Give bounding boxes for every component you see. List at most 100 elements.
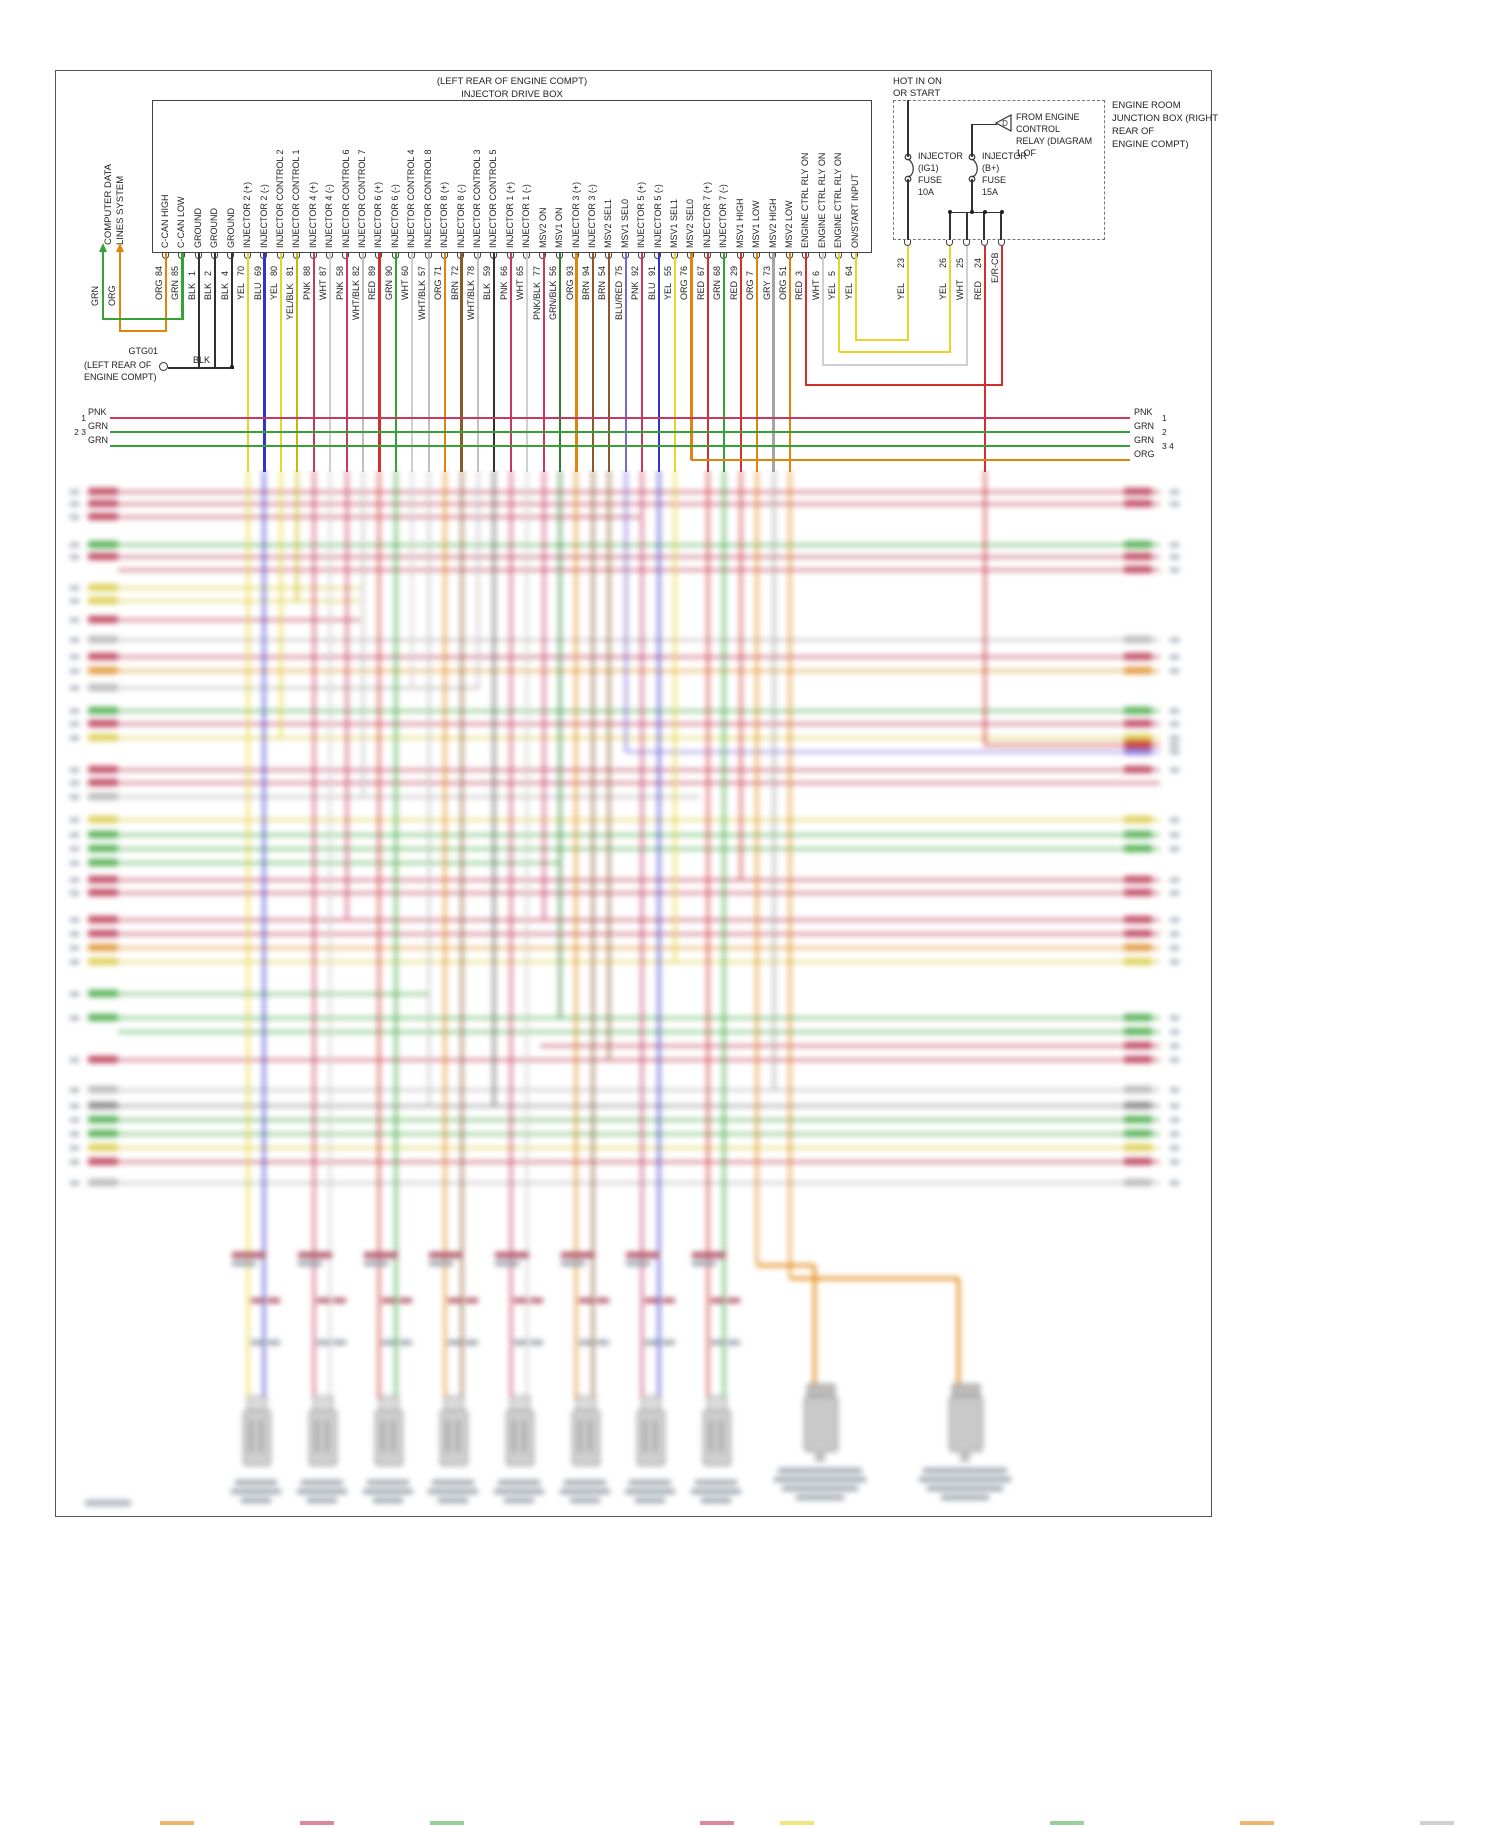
blur-row-wire-34 — [540, 1044, 1160, 1048]
component-caption — [796, 1495, 844, 1500]
blur-right-tick — [1170, 502, 1179, 506]
bus-right-label: GRN — [1134, 421, 1154, 431]
blur-left-tick — [70, 833, 79, 837]
blur-right-label — [1124, 816, 1152, 823]
wire-color-label-54: BRN — [597, 280, 608, 300]
pin-number-90: 90 — [383, 265, 394, 276]
pin-number-80: 80 — [268, 265, 279, 276]
connector-caption — [307, 1498, 337, 1503]
blur-vert-wire-31 — [772, 470, 776, 1090]
connector-caption — [301, 1480, 343, 1485]
wire-segment-4 — [168, 366, 234, 369]
wire-brn — [460, 253, 463, 472]
blur-left-label — [88, 916, 118, 923]
relay-text-1: FROM ENGINE — [1016, 112, 1080, 122]
blur-left-tick — [70, 818, 79, 822]
wire-color-label-1: BLK — [186, 282, 197, 300]
blur-row-wire-12 — [118, 686, 480, 690]
pin-number-5: 5 — [827, 270, 838, 276]
blur-right-label — [1124, 653, 1152, 660]
wire-color-label-51: ORG — [777, 279, 788, 300]
pin-label-78: INJECTOR CONTROL 3 — [471, 149, 482, 248]
component-caption — [919, 1477, 1011, 1482]
component-tip — [815, 1450, 825, 1462]
bus-right-label: GRN — [1134, 435, 1154, 445]
blur-vert-wire-28 — [722, 470, 726, 1400]
blur-right-tick — [1170, 1132, 1179, 1136]
wire-color-label-92: PNK — [630, 281, 641, 300]
pin-number-92: 92 — [630, 265, 641, 276]
wire-segment-6 — [906, 246, 910, 341]
wire-color-label-65: WHT — [515, 279, 526, 300]
blur-left-label — [88, 636, 118, 643]
wire-brn — [608, 253, 611, 472]
pin-number-69: 69 — [252, 265, 263, 276]
junction-dot-0 — [229, 364, 234, 369]
bus-left-label: PNK — [88, 407, 107, 417]
blur-row-wire-11 — [118, 669, 1160, 673]
wire-color-label-91: BLU — [646, 282, 657, 300]
blur-row-wire-37 — [118, 1104, 1160, 1108]
blur-right-label — [1124, 553, 1152, 560]
page-edge-mark-7 — [1420, 1821, 1454, 1825]
bus-right-num: 2 — [1162, 427, 1167, 437]
corner-code-blob — [85, 1500, 131, 1506]
injector-connector-body — [703, 1410, 731, 1466]
wire-org — [690, 253, 693, 460]
blur-right-tick — [1170, 1016, 1179, 1020]
pin-number-54: 54 — [597, 265, 608, 276]
connector-caption — [428, 1489, 478, 1494]
wire-mid-label2 — [514, 1340, 527, 1345]
pin-number-91: 91 — [646, 265, 657, 276]
blur-right-tick — [1170, 946, 1179, 950]
injector-label-blob — [692, 1252, 726, 1258]
blur-row-wire-17 — [626, 750, 1160, 754]
wire-grn-blk — [558, 253, 562, 472]
connector-caption — [625, 1489, 675, 1494]
blur-left-label — [88, 1086, 118, 1093]
blur-right-label — [1124, 1102, 1152, 1109]
wire-color-label-69: BLU — [252, 282, 263, 300]
injector-label-blob — [429, 1252, 463, 1258]
hot-pin-connector-25 — [962, 240, 970, 246]
pin-label-6: ENGINE CTRL RLY ON — [816, 152, 827, 248]
pin-label-94: INJECTOR 3 (-) — [586, 184, 597, 248]
hot-pin-number-24: 24 — [973, 257, 983, 268]
pin-label-57: INJECTOR CONTROL 8 — [422, 149, 433, 248]
page-edge-mark-6 — [1240, 1821, 1274, 1825]
blur-right-label — [1124, 566, 1152, 573]
blur-left-label — [88, 944, 118, 951]
blur-row-wire-3 — [118, 543, 1160, 547]
junction-dot-1 — [948, 210, 952, 215]
pin-label-68: INJECTOR 7 (-) — [718, 184, 729, 248]
wire-color-label-4: BLK — [219, 282, 230, 300]
fuse2-type: FUSE — [982, 175, 1007, 185]
hot-wire-color-label-24: RED — [973, 280, 983, 300]
wire-color-label-89: RED — [367, 280, 378, 300]
wire-gry — [772, 253, 775, 472]
blur-left-label — [88, 720, 118, 727]
wire-color-label-75: BLU/RED — [613, 281, 624, 321]
blur-row-wire-7 — [118, 599, 360, 603]
blur-right-label — [1124, 741, 1152, 748]
blur-row-wire-24 — [118, 861, 560, 865]
blur-left-tick — [70, 946, 79, 950]
pin-number-66: 66 — [498, 265, 509, 276]
blur-left-label — [88, 597, 118, 604]
pin-number-72: 72 — [449, 265, 460, 276]
hot-pin-number-25: 25 — [955, 257, 965, 268]
connector-caption — [432, 1480, 474, 1485]
wire-mid-label2 — [448, 1340, 461, 1345]
blur-row-wire-35 — [118, 1058, 1160, 1062]
blur-right-label — [1124, 707, 1152, 714]
wire-wht — [821, 253, 824, 365]
wire-segment-2 — [103, 318, 184, 321]
pin-label-72: INJECTOR 8 (-) — [455, 184, 466, 248]
pin-label-54: MSV2 SEL1 — [603, 198, 614, 248]
blur-left-tick — [70, 599, 79, 603]
wire-segment-1 — [118, 252, 122, 332]
pin-label-90: INJECTOR 6 (-) — [389, 184, 400, 248]
component-wire-v — [812, 1265, 816, 1392]
wire-org — [756, 253, 759, 472]
pin-label-91: INJECTOR 5 (-) — [652, 184, 663, 248]
